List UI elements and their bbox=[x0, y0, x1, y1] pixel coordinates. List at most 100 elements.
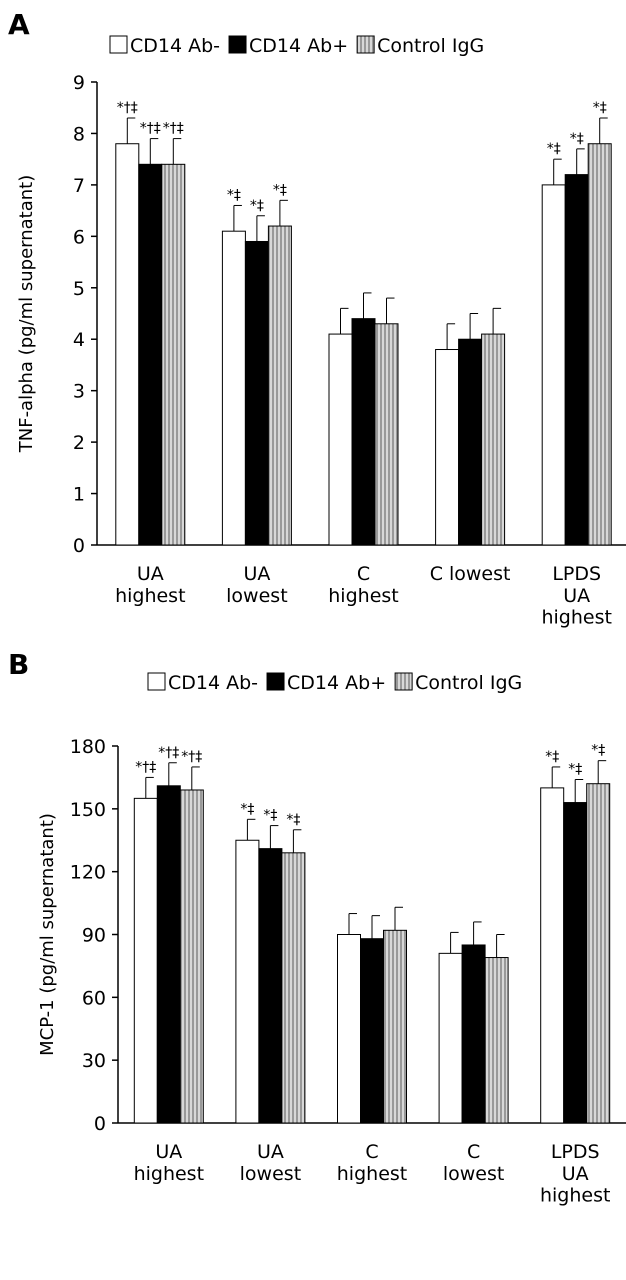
significance-label: *†‡ bbox=[158, 745, 179, 761]
x-tick-label: C lowest bbox=[430, 563, 511, 585]
x-tick-label: UA lowest bbox=[240, 1141, 301, 1185]
bar bbox=[161, 163, 186, 546]
significance-label: *†‡ bbox=[140, 121, 161, 137]
significance-label: *‡ bbox=[227, 187, 241, 203]
y-tick-label: 0 bbox=[94, 1113, 106, 1135]
x-tick-label: UA highest bbox=[115, 563, 185, 607]
y-tick-label: 150 bbox=[70, 799, 106, 821]
bar bbox=[586, 783, 611, 1124]
error-bar bbox=[599, 117, 608, 144]
bar bbox=[267, 225, 292, 546]
bar bbox=[235, 839, 260, 1124]
error-bar bbox=[126, 117, 136, 144]
bar bbox=[221, 230, 246, 546]
legend-swatch bbox=[356, 35, 375, 54]
y-tick-label: 6 bbox=[73, 226, 85, 248]
error-bar bbox=[394, 906, 403, 931]
error-bar bbox=[168, 762, 177, 786]
legend-swatch bbox=[266, 672, 285, 691]
y-tick-label: 4 bbox=[73, 329, 85, 351]
significance-label: *‡ bbox=[250, 198, 264, 214]
significance-label: *‡ bbox=[593, 100, 607, 116]
x-tick-label: UA lowest bbox=[226, 563, 287, 607]
bar bbox=[587, 143, 612, 546]
error-bar bbox=[340, 307, 349, 335]
bar bbox=[115, 143, 140, 546]
legend-label: CD14 Ab- bbox=[130, 35, 220, 57]
error-bar bbox=[145, 776, 154, 799]
error-bar bbox=[574, 779, 584, 803]
error-bar bbox=[269, 825, 279, 849]
y-tick-label: 60 bbox=[82, 987, 106, 1009]
legend-label: Control IgG bbox=[377, 35, 484, 57]
bar bbox=[481, 333, 506, 546]
error-bar bbox=[149, 138, 159, 165]
legend-label: CD14 Ab+ bbox=[249, 35, 348, 57]
y-axis-label: TNF-alpha (pg/ml supernatant) bbox=[16, 175, 37, 454]
bar bbox=[383, 929, 407, 1124]
x-tick-label: UA highest bbox=[134, 1141, 204, 1185]
y-tick-label: 90 bbox=[82, 925, 106, 947]
significance-label: *‡ bbox=[568, 762, 582, 778]
y-tick-label: 8 bbox=[73, 123, 85, 145]
error-bar bbox=[279, 199, 288, 227]
bar bbox=[156, 785, 181, 1124]
bar bbox=[541, 184, 566, 546]
x-tick-label: LPDS UA highest bbox=[540, 1141, 610, 1207]
y-tick-label: 120 bbox=[70, 862, 106, 884]
bar bbox=[133, 797, 158, 1124]
significance-label: *†‡ bbox=[181, 749, 202, 765]
bar bbox=[458, 338, 483, 546]
error-bar bbox=[172, 138, 182, 165]
significance-label: *‡ bbox=[545, 749, 559, 765]
legend-label: CD14 Ab+ bbox=[287, 672, 386, 694]
error-bar bbox=[492, 307, 502, 335]
bar bbox=[281, 852, 306, 1124]
error-bar bbox=[551, 766, 561, 788]
y-tick-label: 5 bbox=[73, 278, 85, 300]
error-bar bbox=[363, 292, 372, 319]
significance-label: *†‡ bbox=[163, 121, 184, 137]
bar bbox=[564, 174, 589, 546]
panel-label: B bbox=[8, 648, 29, 681]
bar bbox=[374, 323, 399, 546]
legend-swatch bbox=[109, 35, 128, 54]
y-tick-label: 0 bbox=[73, 535, 85, 557]
legend-label: CD14 Ab- bbox=[168, 672, 258, 694]
significance-label: *‡ bbox=[240, 801, 254, 817]
legend-swatch bbox=[147, 672, 166, 691]
error-bar bbox=[292, 829, 302, 853]
error-bar bbox=[576, 148, 585, 175]
bar bbox=[563, 802, 588, 1124]
error-bar bbox=[473, 921, 482, 945]
error-bar bbox=[348, 913, 357, 935]
bar bbox=[540, 787, 565, 1124]
error-bar bbox=[469, 313, 479, 340]
error-bar bbox=[256, 215, 265, 242]
y-tick-label: 7 bbox=[73, 175, 85, 197]
x-tick-label: LPDS UA highest bbox=[541, 563, 611, 629]
bar bbox=[351, 318, 376, 546]
bar bbox=[244, 240, 269, 546]
significance-label: *†‡ bbox=[117, 100, 138, 116]
y-tick-label: 30 bbox=[82, 1050, 106, 1072]
bar bbox=[484, 957, 509, 1124]
significance-label: *‡ bbox=[263, 808, 277, 824]
significance-label: *‡ bbox=[286, 812, 300, 828]
y-tick-label: 2 bbox=[73, 432, 85, 454]
error-bar bbox=[386, 297, 395, 324]
legend-swatch bbox=[228, 35, 247, 54]
y-tick-label: 1 bbox=[73, 484, 85, 506]
error-bar bbox=[371, 915, 380, 939]
significance-label: *‡ bbox=[591, 743, 605, 759]
significance-label: *‡ bbox=[273, 182, 287, 198]
bar bbox=[138, 163, 163, 546]
error-bar bbox=[553, 158, 562, 185]
bar bbox=[360, 938, 384, 1124]
bar bbox=[328, 333, 353, 546]
bar bbox=[438, 952, 463, 1124]
error-bar bbox=[191, 766, 200, 790]
